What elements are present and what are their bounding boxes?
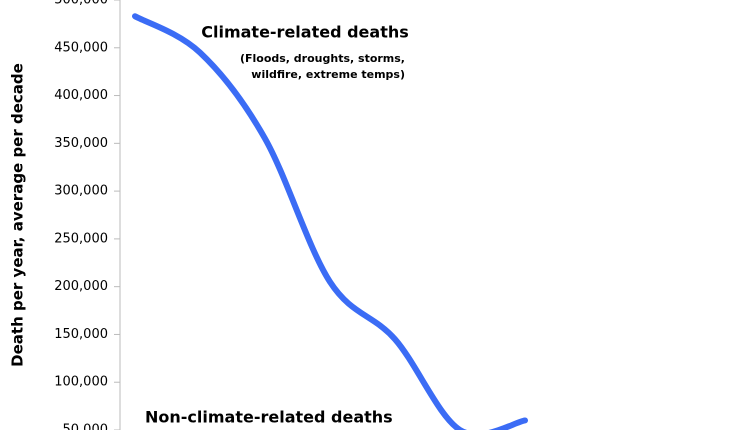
y-tick-label: 200,000	[54, 279, 108, 294]
y-tick-label: 400,000	[54, 88, 108, 103]
y-tick-label: 500,000	[54, 0, 108, 8]
series-line	[132, 13, 528, 430]
y-axis-label: Death per year, average per decade	[9, 63, 27, 367]
y-tick-label: 250,000	[54, 231, 108, 246]
y-tick-label: 300,000	[54, 184, 108, 199]
y-tick-label: 50,000	[63, 423, 109, 430]
y-tick-label: 350,000	[54, 136, 108, 151]
annotation-note: (Floods, droughts, storms,	[240, 52, 405, 65]
y-tick-label: 150,000	[54, 327, 108, 342]
y-tick-label: 100,000	[54, 375, 108, 390]
annotation-note: wildfire, extreme temps)	[251, 68, 405, 81]
y-tick-label: 450,000	[54, 40, 108, 55]
annotation-title: Climate-related deaths	[201, 23, 409, 42]
annotation-title: Non-climate-related deaths	[145, 408, 393, 427]
